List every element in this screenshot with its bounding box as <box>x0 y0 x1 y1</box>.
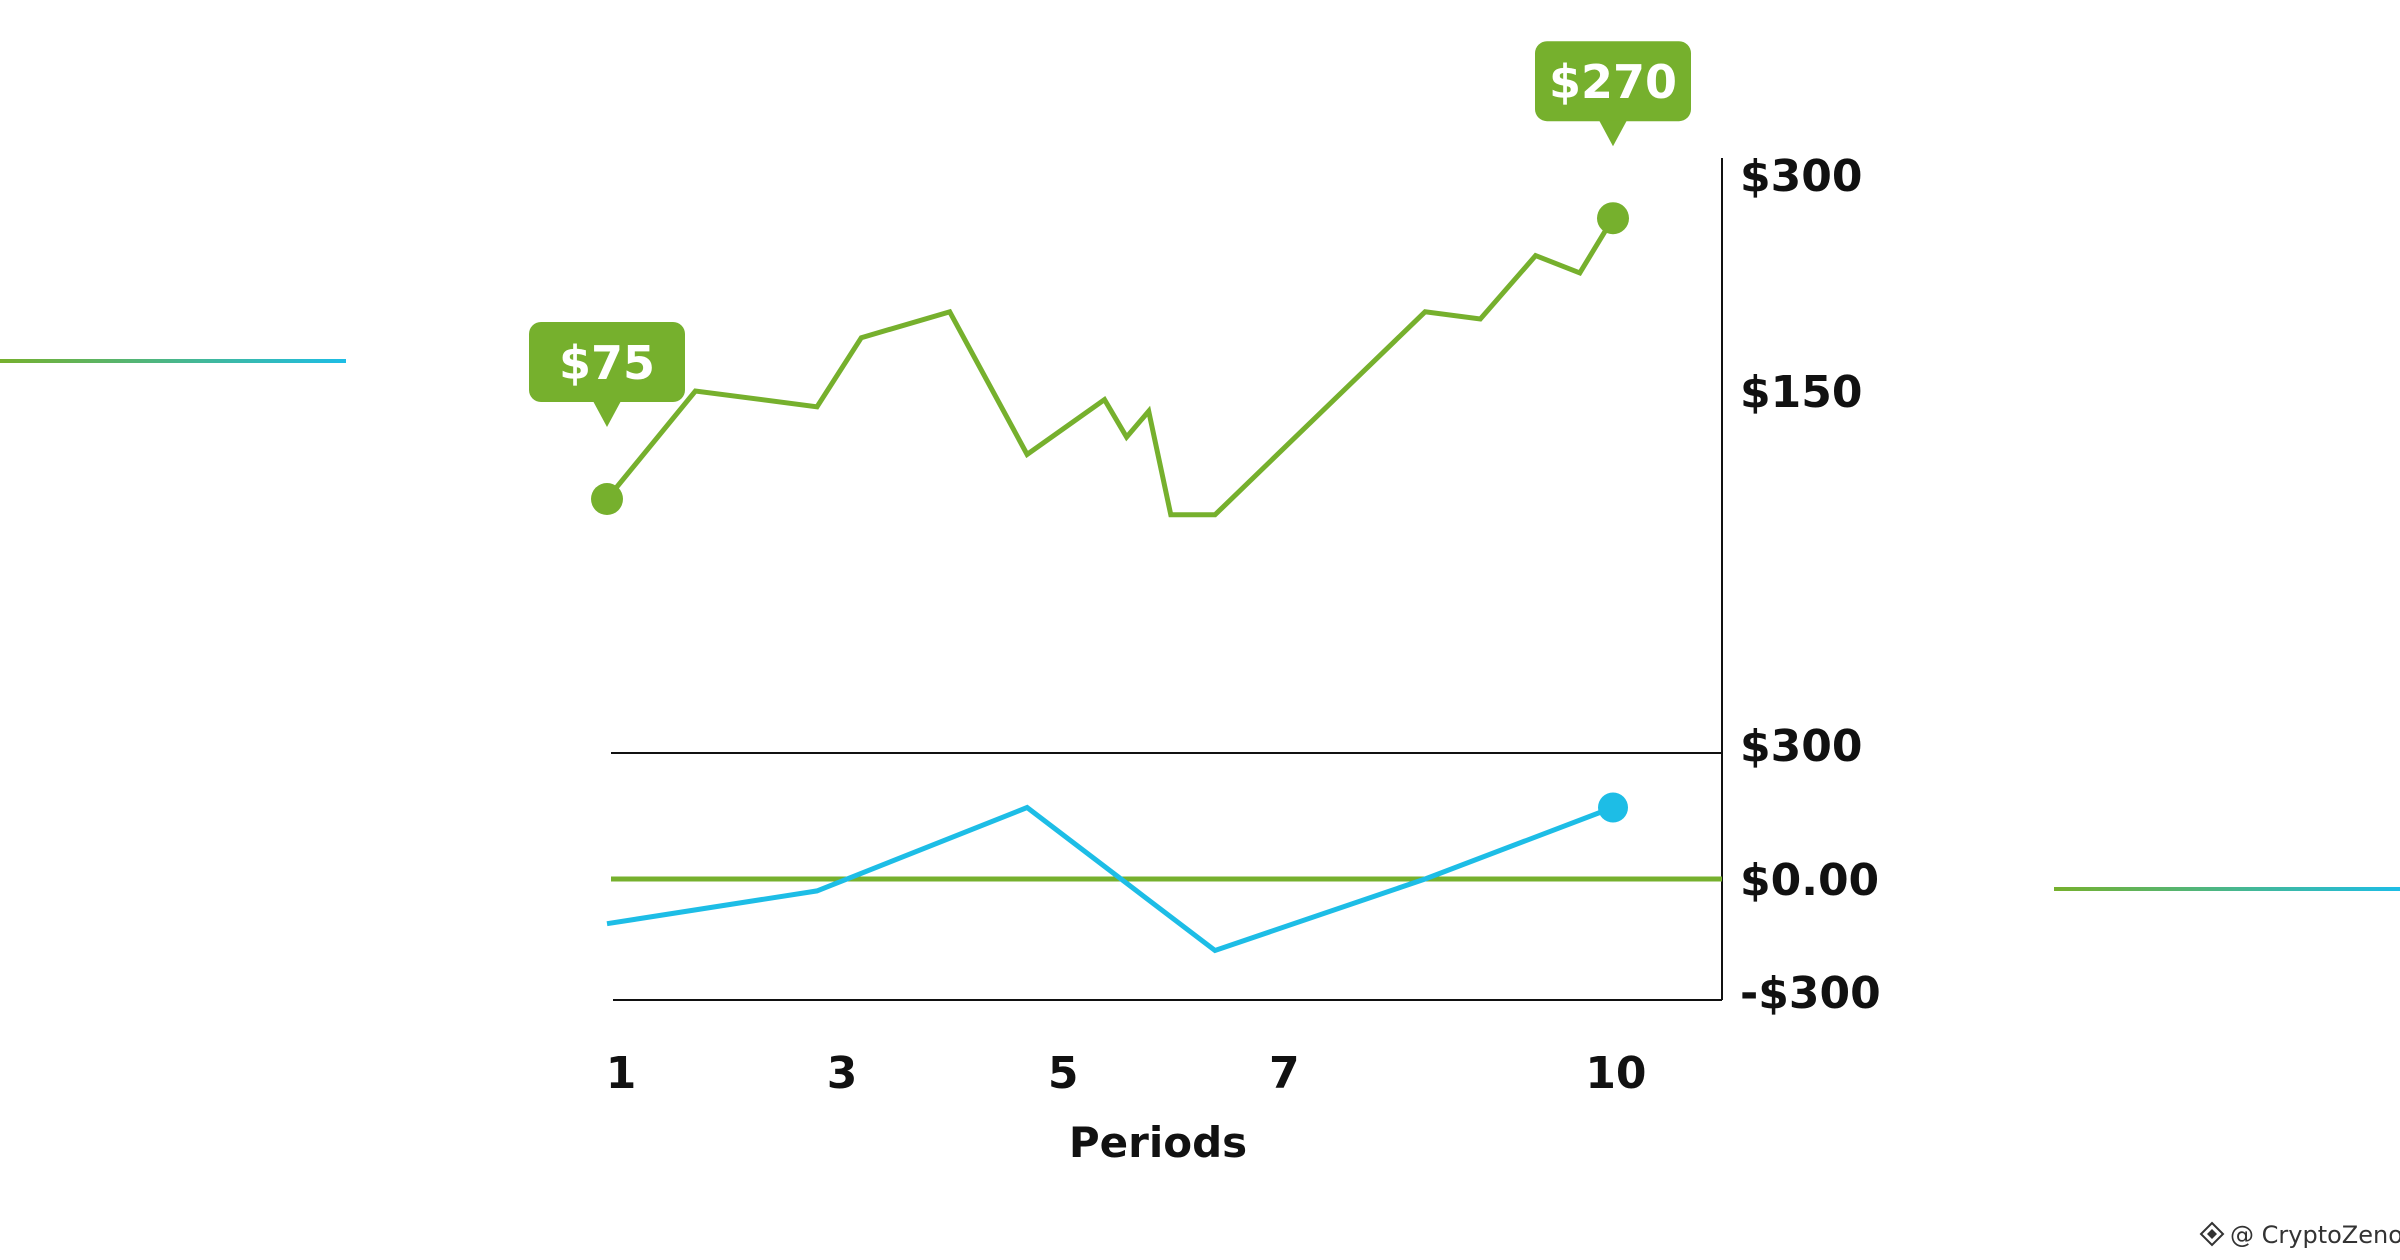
price-line <box>605 216 1616 518</box>
callout-pointer <box>593 401 621 427</box>
callout-label: $75 <box>559 336 655 390</box>
x-axis-label: Periods <box>1069 1118 1247 1167</box>
callout-point <box>1597 202 1629 235</box>
cryptozeno-logo-icon <box>2199 1221 2225 1247</box>
y-tick-label: $300 <box>1740 721 1862 772</box>
callout-box <box>529 322 685 402</box>
x-tick-label: 1 <box>606 1048 637 1099</box>
callout-box <box>1535 41 1691 122</box>
oscillator-end-point <box>1598 792 1628 823</box>
decor-line-right <box>2054 887 2400 891</box>
oscillator-panel: $300 $0.00 -$300 <box>606 721 1881 1019</box>
oscillator-line <box>606 804 1614 954</box>
y-tick-label: $0.00 <box>1740 855 1879 906</box>
y-tick-label: -$300 <box>1740 968 1881 1019</box>
y-tick-label: $150 <box>1740 367 1862 418</box>
x-tick-label: 3 <box>827 1048 858 1099</box>
x-axis: 1 3 5 7 10 <box>606 1048 1647 1099</box>
x-tick-label: 7 <box>1269 1048 1300 1099</box>
callout-label: $270 <box>1549 55 1677 109</box>
y-tick-label: $300 <box>1740 151 1862 202</box>
watermark: @ CryptoZeno <box>2199 1221 2400 1249</box>
callout-point <box>591 483 623 515</box>
price-panel: $75 $270 $300 $150 <box>529 41 1862 518</box>
callout-pointer <box>1599 120 1627 147</box>
x-tick-label: 5 <box>1048 1048 1079 1099</box>
watermark-text: @ CryptoZeno <box>2230 1221 2400 1249</box>
decor-line-left <box>0 359 346 363</box>
x-tick-label: 10 <box>1585 1048 1646 1099</box>
